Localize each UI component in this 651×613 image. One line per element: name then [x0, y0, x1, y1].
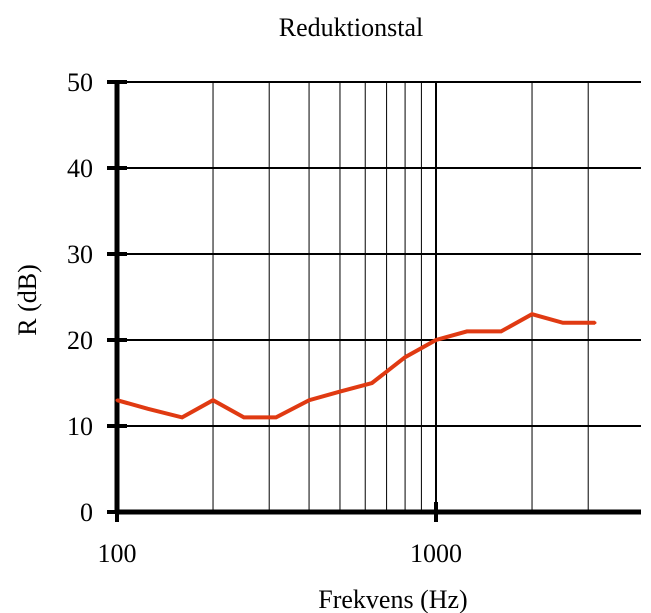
- x-axis-label: Frekvens (Hz): [318, 585, 467, 613]
- data-point: [499, 329, 503, 333]
- data-point: [115, 398, 119, 402]
- y-tick-label: 20: [67, 326, 93, 355]
- y-tick-label: 40: [67, 154, 93, 183]
- data-point: [561, 321, 565, 325]
- series-lines: [115, 312, 597, 420]
- data-point: [211, 398, 215, 402]
- y-axis-label: R (dB): [13, 264, 42, 336]
- data-point: [307, 398, 311, 402]
- chart-title: Reduktionstal: [279, 13, 423, 42]
- data-point: [593, 321, 597, 325]
- axes: [107, 80, 641, 522]
- tick-labels: 0 10 20 30 40 50 100 1000: [67, 68, 462, 568]
- data-point: [434, 338, 438, 342]
- data-point: [274, 415, 278, 419]
- x-tick-label: 100: [98, 539, 137, 568]
- y-tick-label: 50: [67, 68, 93, 97]
- data-series-line: [116, 312, 595, 420]
- data-point: [242, 415, 246, 419]
- data-point: [146, 407, 150, 411]
- grid-lines: [117, 81, 641, 512]
- data-point: [180, 415, 184, 419]
- data-point: [370, 381, 374, 385]
- y-tick-label: 30: [67, 240, 93, 269]
- data-point: [465, 329, 469, 333]
- data-point: [403, 355, 407, 359]
- data-point: [338, 390, 342, 394]
- y-tick-label: 0: [80, 498, 93, 527]
- data-point: [530, 312, 534, 316]
- x-tick-label: 1000: [410, 539, 462, 568]
- y-tick-label: 10: [67, 412, 93, 441]
